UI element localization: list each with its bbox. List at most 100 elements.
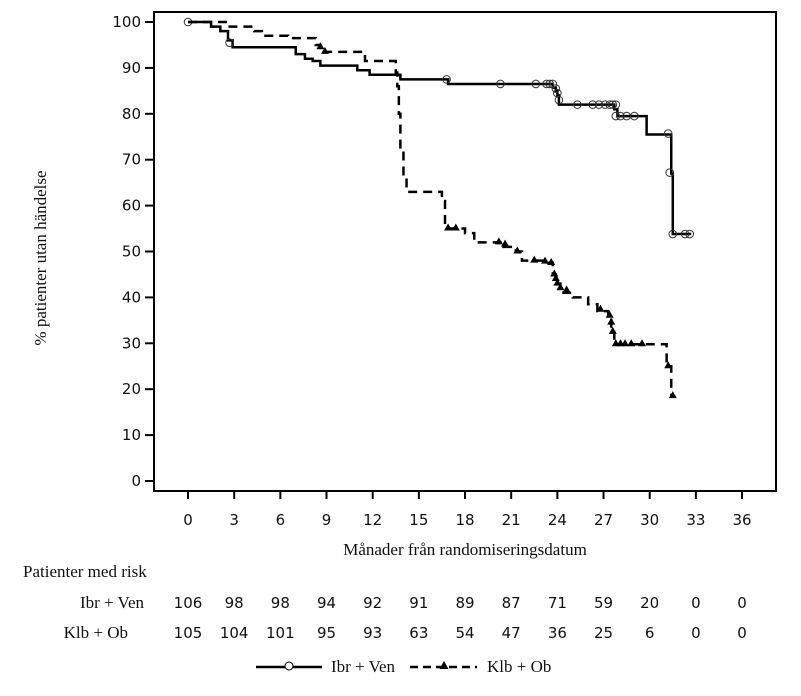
censor-mark-circle <box>630 111 639 121</box>
censor-mark-triangle <box>607 317 616 325</box>
censor-mark-circle <box>548 79 558 89</box>
risk-count: 36 <box>548 624 567 642</box>
risk-count: 59 <box>594 594 613 612</box>
censor-mark-circle <box>594 100 604 109</box>
y-tick-label: 0 <box>131 472 141 490</box>
censor-mark-triangle <box>547 257 556 265</box>
censor-mark-triangle <box>513 246 522 254</box>
legend: Ibr + Ven Klb + Ob <box>256 657 551 676</box>
censor-mark-circle <box>608 100 618 109</box>
censor-mark-circle <box>551 84 561 93</box>
censor-mark-triangle <box>621 339 630 347</box>
censor-mark-circle <box>616 111 625 121</box>
x-tick-label: 15 <box>409 511 428 529</box>
censor-mark-circle <box>588 100 598 109</box>
censor-mark-circle <box>668 229 678 239</box>
x-tick-label: 33 <box>686 511 705 529</box>
censor-mark-triangle <box>501 239 510 247</box>
censor-mark-circle <box>225 38 234 47</box>
risk-count: 0 <box>691 594 701 612</box>
y-tick-label: 50 <box>122 243 141 261</box>
y-tick-label: 70 <box>122 151 141 169</box>
risk-count: 0 <box>737 594 747 612</box>
y-tick-label: 20 <box>122 380 141 398</box>
x-axis: 0 3 6 9 12 15 18 21 24 27 30 33 36 <box>183 491 752 529</box>
risk-count: 25 <box>594 624 613 642</box>
censor-mark-circle <box>685 229 695 239</box>
censor-mark-circle <box>496 79 505 89</box>
y-tick-label: 10 <box>122 426 141 444</box>
y-tick-label: 80 <box>122 105 141 123</box>
censor-mark-triangle <box>605 310 614 318</box>
censor-mark-triangle <box>596 304 605 312</box>
y-tick-label: 100 <box>112 13 141 31</box>
legend-marker-klb-ob <box>439 661 449 669</box>
censor-mark-triangle <box>551 274 560 282</box>
legend-marker-ibr-ven <box>284 661 294 671</box>
risk-count: 87 <box>502 594 521 612</box>
censor-mark-triangle <box>550 269 559 277</box>
x-axis-label: Månader från randomiseringsdatum <box>343 540 587 559</box>
risk-row-label-klb-ob: Klb + Ob <box>64 623 128 642</box>
risk-count: 104 <box>220 624 249 642</box>
x-tick-label: 18 <box>455 511 474 529</box>
censor-mark-triangle <box>494 237 503 245</box>
risk-row-label-ibr-ven: Ibr + Ven <box>80 593 145 612</box>
censor-mark-circle <box>542 79 551 89</box>
risk-count: 91 <box>409 594 428 612</box>
y-tick-label: 90 <box>122 59 141 77</box>
x-tick-label: 36 <box>732 511 751 529</box>
censor-mark-circle <box>545 79 554 89</box>
y-axis: 0 10 20 30 40 50 60 70 80 90 100 <box>112 13 154 490</box>
legend-label-klb-ob: Klb + Ob <box>487 657 551 676</box>
censor-mark-triangle <box>556 283 565 291</box>
x-tick-label: 12 <box>363 511 382 529</box>
risk-count: 89 <box>455 594 474 612</box>
x-tick-label: 3 <box>229 511 239 529</box>
censor-mark-triangle <box>541 256 550 264</box>
risk-count: 101 <box>266 624 295 642</box>
x-tick-label: 0 <box>183 511 193 529</box>
censor-mark-triangle <box>638 339 647 347</box>
censor-mark-triangle <box>451 223 460 231</box>
censor-mark-triangle <box>530 255 539 263</box>
x-tick-label: 24 <box>548 511 567 529</box>
censor-mark-triangle <box>562 285 571 293</box>
risk-count: 20 <box>640 594 659 612</box>
x-tick-label: 21 <box>502 511 521 529</box>
risk-count: 92 <box>363 594 382 612</box>
survival-curve <box>188 20 692 236</box>
risk-count: 71 <box>548 594 567 612</box>
legend-label-ibr-ven: Ibr + Ven <box>331 657 396 676</box>
risk-count: 98 <box>271 594 290 612</box>
risk-count: 94 <box>317 594 336 612</box>
censor-mark-triangle <box>627 339 636 347</box>
risk-count: 63 <box>409 624 428 642</box>
censor-mark-circle <box>554 95 564 105</box>
censor-mark-circle <box>663 129 673 138</box>
censor-mark-triangle <box>320 46 329 54</box>
x-tick-label: 27 <box>594 511 613 529</box>
censor-mark-circle <box>680 229 690 239</box>
censor-mark-circle <box>611 111 621 121</box>
risk-count: 0 <box>737 624 747 642</box>
survival-curve <box>188 20 673 398</box>
risk-count: 6 <box>645 624 655 642</box>
risk-count: 47 <box>502 624 521 642</box>
censor-mark-triangle <box>668 391 677 399</box>
censor-mark-circle <box>611 100 621 109</box>
censor-mark-triangle <box>664 361 673 369</box>
risk-table-title: Patienter med risk <box>23 562 147 581</box>
series-ibr-ven <box>183 17 695 239</box>
x-tick-label: 9 <box>322 511 332 529</box>
risk-count: 105 <box>174 624 203 642</box>
censor-mark-circle <box>531 79 541 89</box>
series-layer <box>183 17 695 399</box>
censor-mark-triangle <box>316 42 325 50</box>
censor-mark-triangle <box>608 326 617 334</box>
censor-mark-circle <box>665 168 675 177</box>
risk-count: 54 <box>455 624 474 642</box>
risk-count: 98 <box>225 594 244 612</box>
